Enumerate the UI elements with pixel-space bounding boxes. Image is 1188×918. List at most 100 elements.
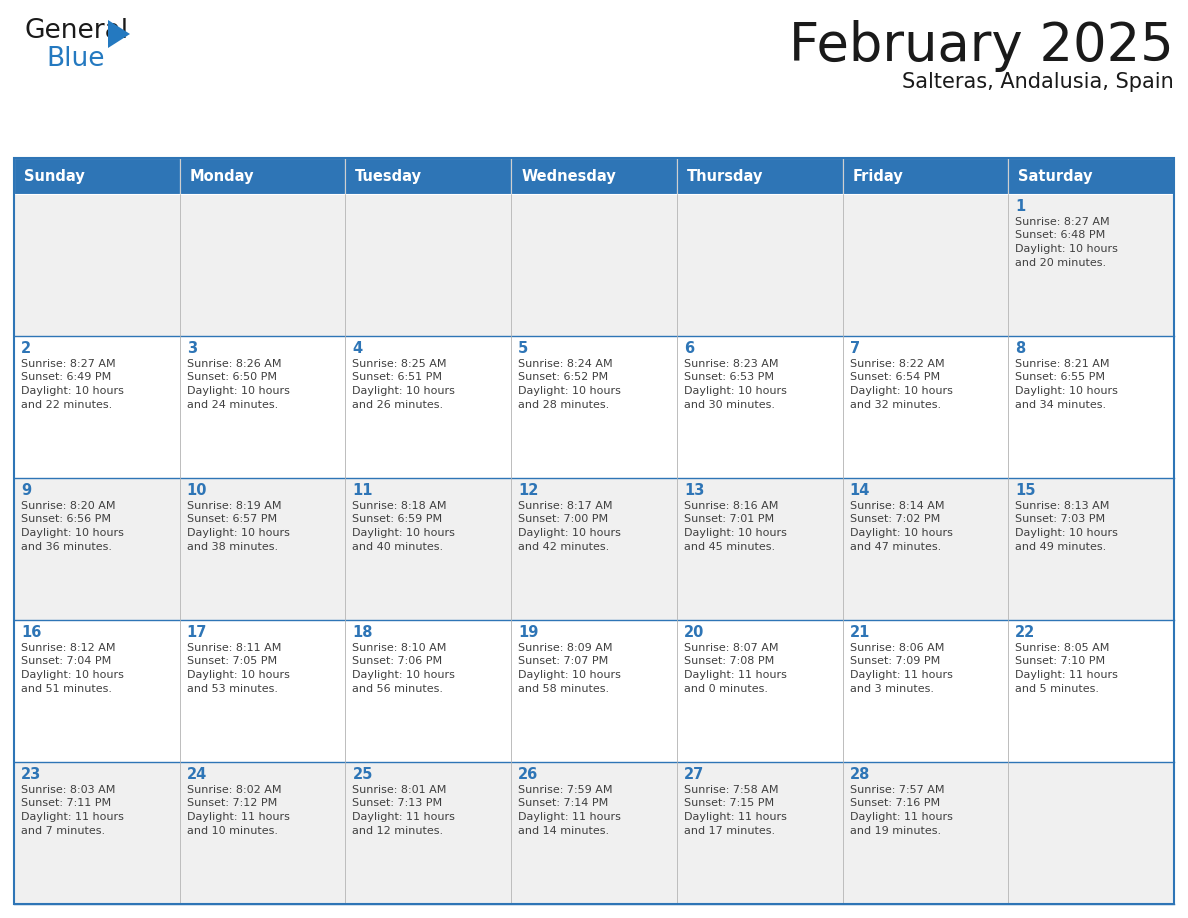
Bar <box>14 194 179 336</box>
Bar <box>842 158 1009 194</box>
Text: Sunset: 6:49 PM: Sunset: 6:49 PM <box>21 373 112 383</box>
Bar <box>179 336 346 478</box>
Text: Sunrise: 8:03 AM: Sunrise: 8:03 AM <box>21 785 115 795</box>
Text: Daylight: 10 hours: Daylight: 10 hours <box>21 670 124 680</box>
Text: Thursday: Thursday <box>687 169 763 184</box>
Text: Salteras, Andalusia, Spain: Salteras, Andalusia, Spain <box>902 72 1174 92</box>
Text: General: General <box>24 18 128 44</box>
Text: and 32 minutes.: and 32 minutes. <box>849 399 941 409</box>
Text: 10: 10 <box>187 483 207 498</box>
Text: Sunset: 7:11 PM: Sunset: 7:11 PM <box>21 799 112 809</box>
Text: and 3 minutes.: and 3 minutes. <box>849 684 934 693</box>
Bar <box>14 336 179 478</box>
Text: Sunrise: 7:58 AM: Sunrise: 7:58 AM <box>684 785 778 795</box>
Text: Sunset: 7:03 PM: Sunset: 7:03 PM <box>1016 514 1105 524</box>
Bar <box>842 620 1009 762</box>
Bar <box>511 158 677 194</box>
Text: Sunrise: 8:12 AM: Sunrise: 8:12 AM <box>21 643 115 653</box>
Bar <box>14 158 1174 904</box>
Bar <box>14 620 179 762</box>
Text: 2: 2 <box>21 341 31 356</box>
Text: Sunrise: 8:27 AM: Sunrise: 8:27 AM <box>1016 217 1110 227</box>
Text: Sunset: 7:09 PM: Sunset: 7:09 PM <box>849 656 940 666</box>
Text: Sunset: 7:02 PM: Sunset: 7:02 PM <box>849 514 940 524</box>
Text: Daylight: 11 hours: Daylight: 11 hours <box>353 812 455 822</box>
Text: Daylight: 10 hours: Daylight: 10 hours <box>849 528 953 538</box>
Text: Monday: Monday <box>190 169 254 184</box>
Text: Sunset: 6:59 PM: Sunset: 6:59 PM <box>353 514 443 524</box>
Text: and 51 minutes.: and 51 minutes. <box>21 684 112 693</box>
Bar <box>842 194 1009 336</box>
Text: and 17 minutes.: and 17 minutes. <box>684 825 775 835</box>
Text: Daylight: 11 hours: Daylight: 11 hours <box>21 812 124 822</box>
Text: Sunset: 7:12 PM: Sunset: 7:12 PM <box>187 799 277 809</box>
Text: 11: 11 <box>353 483 373 498</box>
Text: Sunset: 6:48 PM: Sunset: 6:48 PM <box>1016 230 1106 241</box>
Text: and 56 minutes.: and 56 minutes. <box>353 684 443 693</box>
Text: Sunset: 6:53 PM: Sunset: 6:53 PM <box>684 373 773 383</box>
Text: 12: 12 <box>518 483 538 498</box>
Text: 8: 8 <box>1016 341 1025 356</box>
Text: Daylight: 10 hours: Daylight: 10 hours <box>21 386 124 396</box>
Bar <box>14 478 179 620</box>
Text: Sunset: 7:13 PM: Sunset: 7:13 PM <box>353 799 443 809</box>
Text: 5: 5 <box>518 341 529 356</box>
Text: and 0 minutes.: and 0 minutes. <box>684 684 767 693</box>
Text: Sunset: 6:55 PM: Sunset: 6:55 PM <box>1016 373 1105 383</box>
Bar <box>677 158 842 194</box>
Text: Sunrise: 8:24 AM: Sunrise: 8:24 AM <box>518 359 613 369</box>
Text: Daylight: 11 hours: Daylight: 11 hours <box>187 812 290 822</box>
Text: and 19 minutes.: and 19 minutes. <box>849 825 941 835</box>
Text: Daylight: 10 hours: Daylight: 10 hours <box>187 528 290 538</box>
Text: Sunrise: 8:16 AM: Sunrise: 8:16 AM <box>684 501 778 511</box>
Text: and 22 minutes.: and 22 minutes. <box>21 399 112 409</box>
Text: 18: 18 <box>353 625 373 640</box>
Text: Saturday: Saturday <box>1018 169 1093 184</box>
Text: Daylight: 11 hours: Daylight: 11 hours <box>684 670 786 680</box>
Text: Sunset: 7:15 PM: Sunset: 7:15 PM <box>684 799 775 809</box>
Bar <box>346 336 511 478</box>
Text: and 10 minutes.: and 10 minutes. <box>187 825 278 835</box>
Text: Sunrise: 8:25 AM: Sunrise: 8:25 AM <box>353 359 447 369</box>
Bar <box>1009 194 1174 336</box>
Text: 26: 26 <box>518 767 538 782</box>
Bar <box>511 194 677 336</box>
Text: Tuesday: Tuesday <box>355 169 423 184</box>
Bar <box>511 620 677 762</box>
Text: Daylight: 10 hours: Daylight: 10 hours <box>353 528 455 538</box>
Text: Friday: Friday <box>853 169 903 184</box>
Text: Sunrise: 8:26 AM: Sunrise: 8:26 AM <box>187 359 282 369</box>
Text: Sunrise: 8:27 AM: Sunrise: 8:27 AM <box>21 359 115 369</box>
Text: 20: 20 <box>684 625 704 640</box>
Text: Daylight: 10 hours: Daylight: 10 hours <box>21 528 124 538</box>
Text: 9: 9 <box>21 483 31 498</box>
Text: Daylight: 10 hours: Daylight: 10 hours <box>518 670 621 680</box>
Bar <box>1009 762 1174 904</box>
Text: and 34 minutes.: and 34 minutes. <box>1016 399 1106 409</box>
Text: Sunset: 7:04 PM: Sunset: 7:04 PM <box>21 656 112 666</box>
Text: Sunrise: 7:57 AM: Sunrise: 7:57 AM <box>849 785 944 795</box>
Text: and 49 minutes.: and 49 minutes. <box>1016 542 1106 552</box>
Bar <box>1009 336 1174 478</box>
Text: Daylight: 11 hours: Daylight: 11 hours <box>684 812 786 822</box>
Text: 21: 21 <box>849 625 870 640</box>
Text: Sunset: 7:06 PM: Sunset: 7:06 PM <box>353 656 443 666</box>
Text: and 45 minutes.: and 45 minutes. <box>684 542 775 552</box>
Bar <box>677 620 842 762</box>
Text: Sunset: 6:52 PM: Sunset: 6:52 PM <box>518 373 608 383</box>
Text: Daylight: 11 hours: Daylight: 11 hours <box>849 670 953 680</box>
Text: 28: 28 <box>849 767 870 782</box>
Bar <box>1009 478 1174 620</box>
Text: Sunrise: 8:05 AM: Sunrise: 8:05 AM <box>1016 643 1110 653</box>
Text: 7: 7 <box>849 341 860 356</box>
Bar <box>346 158 511 194</box>
Bar <box>1009 158 1174 194</box>
Text: February 2025: February 2025 <box>789 20 1174 72</box>
Bar <box>179 478 346 620</box>
Text: and 53 minutes.: and 53 minutes. <box>187 684 278 693</box>
Text: Sunrise: 8:06 AM: Sunrise: 8:06 AM <box>849 643 944 653</box>
Bar <box>346 620 511 762</box>
Text: Sunrise: 8:17 AM: Sunrise: 8:17 AM <box>518 501 613 511</box>
Polygon shape <box>108 20 129 48</box>
Text: and 42 minutes.: and 42 minutes. <box>518 542 609 552</box>
